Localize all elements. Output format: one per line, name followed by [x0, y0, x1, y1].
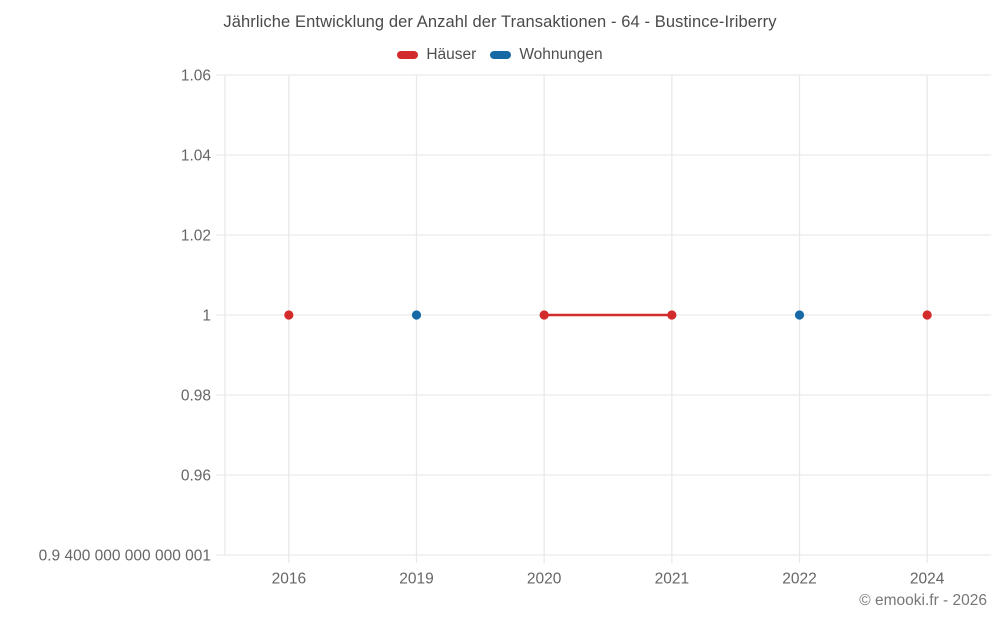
legend-swatch-wohnungen — [490, 51, 512, 59]
chart-title: Jährliche Entwicklung der Anzahl der Tra… — [223, 13, 777, 31]
x-tick-label: 2020 — [527, 570, 562, 587]
data-point[interactable] — [284, 310, 294, 320]
y-tick-label: 0.9 400 000 000 000 001 — [39, 547, 211, 564]
data-point[interactable] — [539, 310, 549, 320]
data-point[interactable] — [922, 310, 932, 320]
x-tick-label: 2016 — [272, 570, 306, 587]
x-tick-label: 2024 — [910, 570, 945, 587]
legend: Häuser Wohnungen — [0, 46, 1000, 64]
data-point[interactable] — [794, 310, 805, 320]
y-tick-label: 0.98 — [181, 387, 211, 404]
copyright: © emooki.fr - 2026 — [859, 592, 987, 609]
legend-item-wohnungen[interactable]: Wohnungen — [490, 46, 603, 64]
legend-label-wohnungen: Wohnungen — [519, 46, 603, 63]
data-point[interactable] — [667, 310, 677, 320]
y-tick-label: 1.02 — [181, 227, 211, 244]
data-point[interactable] — [411, 310, 422, 320]
y-tick-label: 0.96 — [181, 467, 211, 484]
y-tick-label: 1.06 — [181, 67, 211, 84]
y-tick-label: 1 — [202, 307, 211, 324]
x-tick-label: 2021 — [655, 570, 689, 587]
x-tick-label: 2022 — [782, 570, 816, 587]
legend-swatch-haeuser — [397, 51, 419, 59]
legend-item-haeuser[interactable]: Häuser — [397, 46, 476, 64]
y-tick-label: 1.04 — [181, 147, 212, 164]
legend-label-haeuser: Häuser — [426, 46, 477, 63]
x-tick-label: 2019 — [399, 570, 433, 587]
